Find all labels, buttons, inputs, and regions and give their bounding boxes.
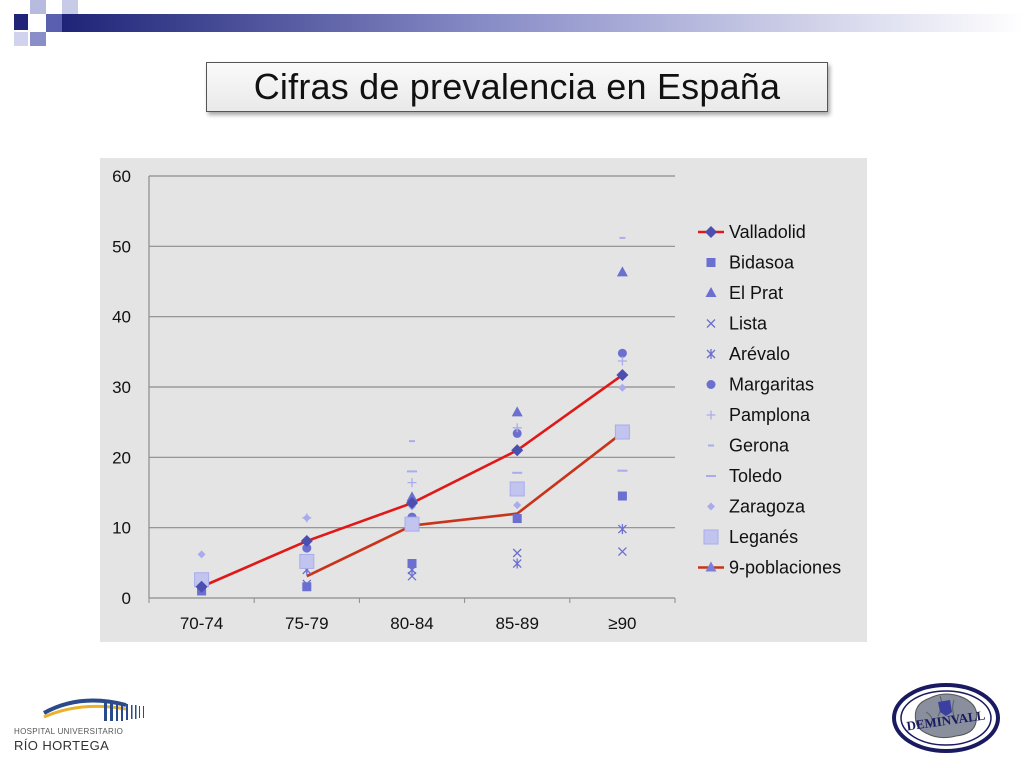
series-line-9-poblaciones [306,431,624,578]
data-point-margaritas [512,428,522,438]
legend-marker-valladolid [705,226,717,238]
legend-marker-pamplona [706,410,716,420]
legend-label-lista: Lista [729,314,768,334]
hospital-logo-swoosh [43,698,127,715]
y-tick-label: 10 [112,519,131,538]
data-point-bidasoa [617,491,627,501]
legend-label-toledo: Toledo [729,466,782,486]
data-point-legan-s [299,553,315,569]
legend-marker-legan-s [703,529,719,545]
legend-label-zaragoza: Zaragoza [729,497,806,517]
header-square [30,32,46,46]
legend-marker-ar-valo [706,349,716,359]
x-tick-label: 75-79 [285,614,328,633]
legend-marker-el-prat [705,287,717,297]
header-square [46,14,62,32]
prevalence-chart: 0 10 20 30 40 50 60 70-74 75-79 80-84 85-89 ≥90 Vall… [112,167,841,633]
chart-panel: 0 10 20 30 40 50 60 70-74 75-79 80-84 85-89 ≥90 Vall… [100,158,867,642]
data-point-legan-s [404,516,420,532]
legend-marker-bidasoa [706,258,716,267]
data-point-ar-valo [512,558,522,569]
legend-label-legan-s: Leganés [729,527,798,547]
y-tick-label: 20 [112,448,131,467]
data-point-lista [302,579,312,589]
header-square [62,0,78,14]
data-point-bidasoa [302,582,312,592]
header-band-graphic [0,0,1024,46]
data-point-margaritas [617,348,627,358]
data-point-pamplona [617,356,627,366]
data-point-lista [407,571,417,581]
x-tick-label: 80-84 [390,614,433,633]
data-point-el-prat [511,406,523,417]
y-tick-label: 50 [112,237,131,256]
data-point-pamplona [512,423,522,433]
header-square [14,32,28,46]
legend-marker-zaragoza [707,502,715,511]
legend-label-bidasoa: Bidasoa [729,253,795,273]
data-point-valladolid [195,580,208,593]
legend-label-margaritas: Margaritas [729,375,814,395]
data-point-valladolid [300,535,313,548]
x-tick-label: 70-74 [180,614,223,633]
header-square [30,0,46,14]
legend-label-valladolid: Valladolid [729,222,806,242]
legend-label-pamplona: Pamplona [729,405,811,425]
legend-marker-lista [706,319,716,328]
data-point-lista [512,548,522,558]
legend-label-el-prat: El Prat [729,283,783,303]
slide-title: Cifras de prevalencia en España [253,66,781,107]
data-point-zaragoza [618,383,627,392]
legend-label-ar-valo: Arévalo [729,344,790,364]
data-point-bidasoa [512,514,522,524]
data-point-el-prat [406,491,418,502]
header-square [14,14,28,30]
data-point-ar-valo [617,524,627,535]
data-point-el-prat [616,266,628,277]
hospital-logo-line1: HOSPITAL UNIVERSITARIO [14,727,124,736]
legend-marker-9-poblaciones [705,561,717,572]
x-tick-label: ≥90 [608,614,636,633]
x-tick-label: 85-89 [495,614,538,633]
data-point-zaragoza [513,501,522,510]
data-point-margaritas [302,543,312,553]
data-point-legan-s [614,424,630,440]
data-point-pamplona [407,478,417,488]
data-point-valladolid [616,369,629,382]
data-point-zaragoza [302,513,311,522]
y-tick-label: 30 [112,378,131,397]
y-tick-label: 60 [112,167,131,186]
legend-label-gerona: Gerona [729,436,790,456]
data-point-lista [617,547,627,557]
data-point-ar-valo [407,564,417,575]
deminvall-logo: DEMINVALL [892,683,1000,753]
decorative-header-band [0,0,1024,60]
legend-marker-margaritas [706,380,716,389]
legend-label-9-poblaciones: 9-poblaciones [729,558,841,578]
hospital-logo-bars [104,701,144,721]
hospital-logo-line2: RÍO HORTEGA [14,738,110,753]
hospital-logo [43,698,144,721]
data-point-legan-s [509,481,525,497]
header-gradient-bar [62,14,1024,32]
y-tick-label: 40 [112,308,131,327]
data-point-valladolid [406,497,418,510]
data-point-valladolid [511,444,524,457]
data-point-bidasoa [407,559,417,569]
y-tick-label: 0 [122,589,131,608]
title-box: Cifras de prevalencia en España [206,62,828,112]
data-point-zaragoza [197,550,206,559]
